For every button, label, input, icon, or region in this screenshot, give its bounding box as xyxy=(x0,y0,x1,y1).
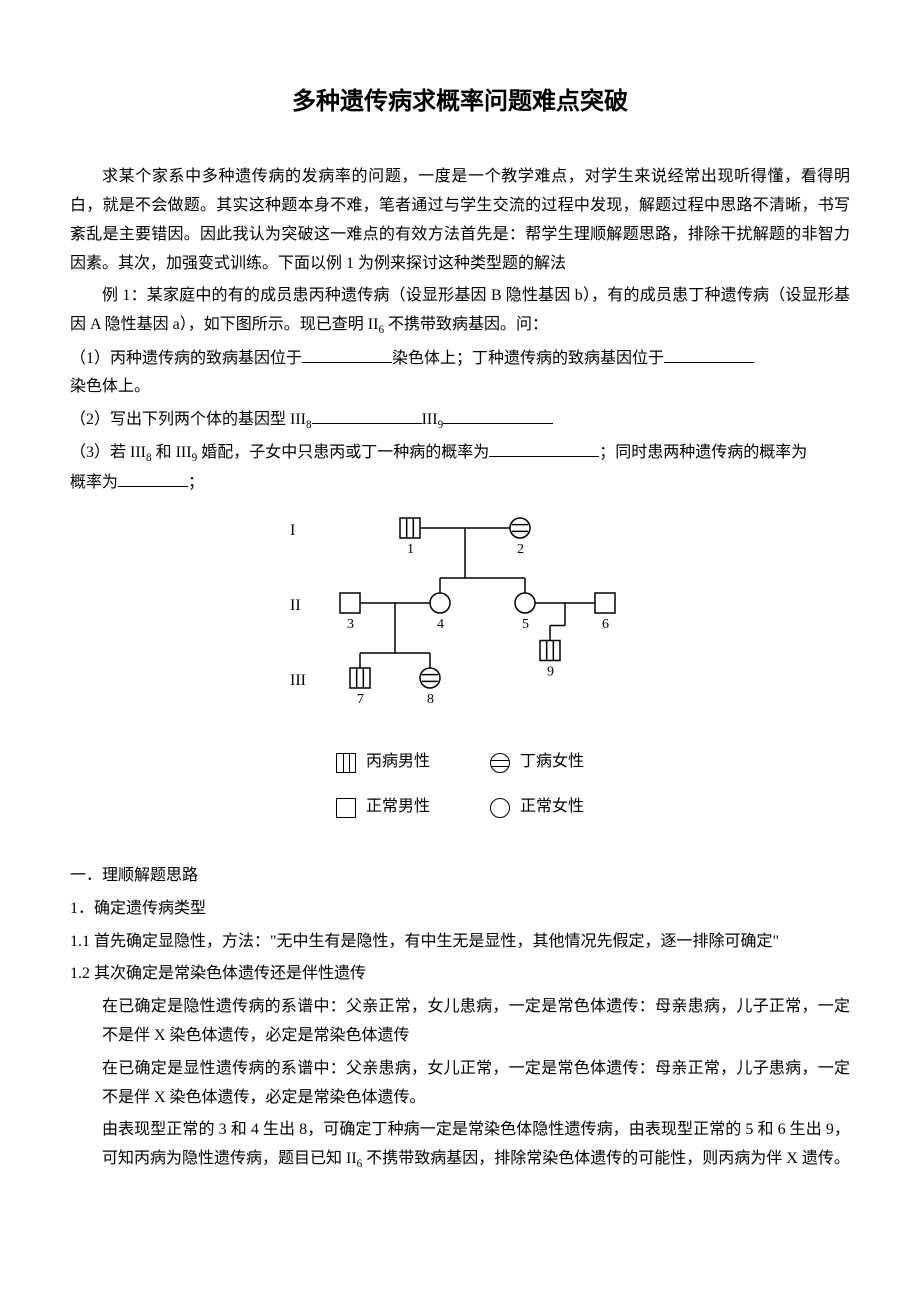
legend-row-2: 正常男性 正常女性 xyxy=(260,793,660,822)
blank-q1-2 xyxy=(664,346,754,363)
question-3: （3）若 III8 和 III9 婚配，子女中只患丙或丁一种病的概率为；同时患两… xyxy=(70,439,850,497)
legend-icon-striped-square xyxy=(336,753,356,773)
page-title: 多种遗传病求概率问题难点突破 xyxy=(70,80,850,123)
section1-1: 1．确定遗传病类型 xyxy=(70,895,850,924)
question-1: （1）丙种遗传病的致病基因位于 染色体上；丁种遗传病的致病基因位于 染色体上。 xyxy=(70,345,850,403)
blank-q2-2 xyxy=(443,407,553,424)
section1-1-1: 1.1 首先确定显隐性，方法："无中生有是隐性，有中生无是显性，其他情况先假定，… xyxy=(70,928,850,957)
svg-text:4: 4 xyxy=(437,617,444,632)
p3b: 不携带致病基因，排除常染色体遗传的可能性，则丙病为伴 X 遗传。 xyxy=(362,1150,850,1167)
example-lead-b: 不携带致病基因。问： xyxy=(384,316,548,333)
legend-block: 丙病男性 丁病女性 正常男性 正常女性 xyxy=(260,748,660,822)
pedigree-diagram: IIIIII123456789 xyxy=(270,508,650,729)
q1-b: 染色体上；丁种遗传病的致病基因位于 xyxy=(392,350,664,367)
svg-text:3: 3 xyxy=(347,617,354,632)
legend-item-ding-female: 丁病女性 xyxy=(490,748,584,777)
svg-text:9: 9 xyxy=(547,664,554,679)
question-2: （2）写出下列两个体的基因型 III8III9 xyxy=(70,406,850,435)
section1-1-2: 1.2 其次确定是常染色体遗传还是伴性遗传 xyxy=(70,960,850,989)
example-lead: 例 1：某家庭中的有的成员患丙种遗传病（设显形基因 B 隐性基因 b），有的成员… xyxy=(70,282,850,340)
intro-paragraph: 求某个家系中多种遗传病的发病率的问题，一度是一个教学难点，对学生来说经常出现听得… xyxy=(70,163,850,278)
section1-1-2-p1: 在已确定是隐性遗传病的系谱中：父亲正常，女儿患病，一定是常色体遗传：母亲患病，儿… xyxy=(70,993,850,1051)
q3-b: 和 III xyxy=(152,444,192,461)
q2-mid: III xyxy=(422,411,438,428)
svg-text:5: 5 xyxy=(522,617,529,632)
legend-icon-circle xyxy=(490,798,510,818)
svg-text:7: 7 xyxy=(357,692,364,707)
svg-text:1: 1 xyxy=(407,542,414,557)
svg-text:8: 8 xyxy=(427,692,434,707)
blank-q3-2 xyxy=(118,470,188,487)
legend-item-bing-male: 丙病男性 xyxy=(336,748,430,777)
blank-q3-1 xyxy=(489,440,599,457)
legend-icon-hstriped-circle xyxy=(490,753,510,773)
svg-text:II: II xyxy=(290,597,301,614)
section1-1-2-p2: 在已确定是显性遗传病的系谱中：父亲患病，女儿正常，一定是常色体遗传：母亲正常，儿… xyxy=(70,1055,850,1113)
section1-1-1-txt: 1.1 首先确定显隐性，方法："无中生有是隐性，有中生无是显性，其他情况先假定，… xyxy=(70,933,779,950)
svg-text:III: III xyxy=(290,672,306,689)
section1-1-2-p3: 由表现型正常的 3 和 4 生出 8，可确定丁种病一定是常染色体隐性遗传病，由表… xyxy=(70,1116,850,1174)
blank-q1-1 xyxy=(302,346,392,363)
q3-c: 婚配，子女中只患丙或丁一种病的概率为 xyxy=(197,444,489,461)
section1-heading: 一．理顺解题思路 xyxy=(70,862,850,891)
svg-text:I: I xyxy=(290,522,295,539)
legend-label-1: 丁病女性 xyxy=(520,748,584,777)
legend-label-3: 正常女性 xyxy=(520,793,584,822)
legend-item-normal-female: 正常女性 xyxy=(490,793,584,822)
q3-a: （3）若 III xyxy=(70,444,146,461)
legend-row-1: 丙病男性 丁病女性 xyxy=(260,748,660,777)
legend-item-normal-male: 正常男性 xyxy=(336,793,430,822)
legend-icon-square xyxy=(336,798,356,818)
svg-text:6: 6 xyxy=(602,617,609,632)
q1-c: 染色体上。 xyxy=(70,378,150,395)
q3-d2: 概率为 xyxy=(70,474,118,491)
legend-label-2: 正常男性 xyxy=(366,793,430,822)
blank-q2-1 xyxy=(312,407,422,424)
q3-d: ；同时患两种遗传病的概率为 xyxy=(599,444,807,461)
q3-e: ； xyxy=(188,474,204,491)
pedigree-svg: IIIIII123456789 xyxy=(270,508,650,718)
svg-text:2: 2 xyxy=(517,542,524,557)
legend-label-0: 丙病男性 xyxy=(366,748,430,777)
q1-a: （1）丙种遗传病的致病基因位于 xyxy=(70,350,302,367)
q2-a: （2）写出下列两个体的基因型 III xyxy=(70,411,306,428)
